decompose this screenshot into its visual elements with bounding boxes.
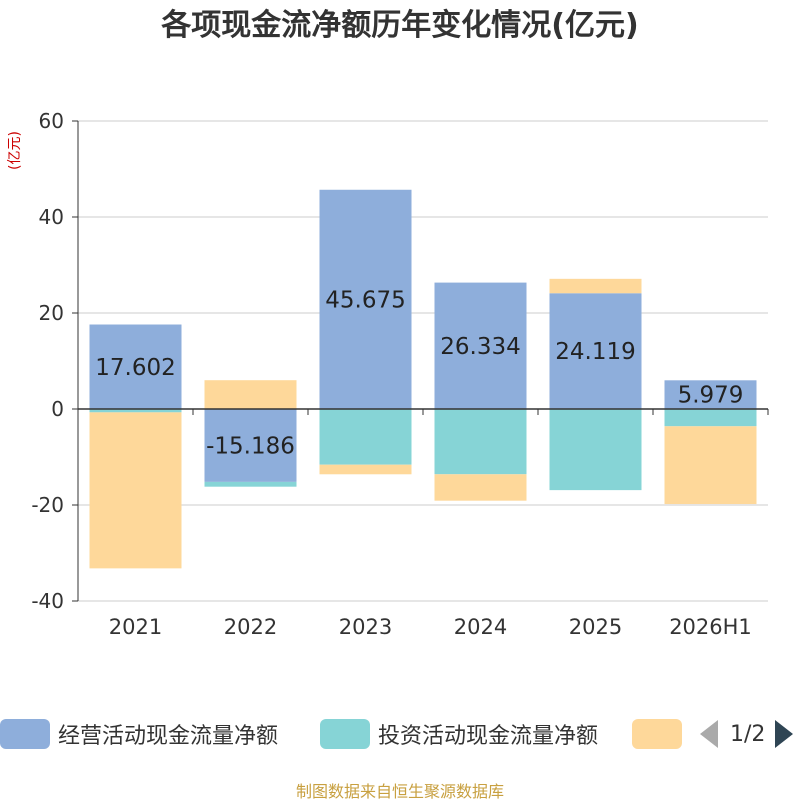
legend-page-indicator: 1/2	[730, 721, 766, 747]
data-label-2024: 26.334	[440, 334, 520, 360]
bar-series3-2022	[204, 380, 297, 409]
legend: 经营活动现金流量净额 投资活动现金流量净额 1/2	[0, 712, 800, 756]
legend-swatch-operating	[0, 719, 50, 749]
bar-series3-2023	[319, 464, 412, 475]
bar-series2-2021	[89, 409, 182, 413]
bar-series3-2021	[89, 412, 182, 569]
data-label-2021: 17.602	[95, 355, 175, 381]
chart-plot: -40 -20 0 20 40 60 17.602 -15.186 45.675 26.334 24…	[31, 109, 769, 639]
x-tick-label: 2024	[454, 615, 507, 639]
legend-prev-page-icon[interactable]	[700, 720, 718, 748]
x-tick-label: 2023	[339, 615, 392, 639]
legend-pager: 1/2	[700, 718, 794, 750]
legend-item-operating[interactable]: 经营活动现金流量净额	[0, 718, 278, 750]
legend-swatch-third	[632, 719, 682, 749]
data-label-2022: -15.186	[206, 433, 295, 459]
chart-title: 各项现金流净额历年变化情况(亿元)	[161, 8, 639, 43]
legend-item-investing[interactable]: 投资活动现金流量净额	[320, 718, 598, 750]
bar-series1-2026H1	[664, 380, 757, 409]
bar-series2-2023	[319, 409, 412, 465]
legend-item-third[interactable]	[632, 718, 690, 750]
bar-series2-2024	[434, 409, 527, 475]
bar-series1-2024	[434, 282, 527, 409]
bar-series1-2025	[549, 293, 642, 409]
bar-series1-2022	[204, 409, 297, 482]
bar-series2-2022	[204, 481, 297, 487]
data-label-2026H1: 5.979	[678, 383, 744, 409]
bar-series2-2026H1	[664, 409, 757, 427]
data-source-footer: 制图数据来自恒生聚源数据库	[295, 782, 504, 801]
x-tick-label: 2025	[569, 615, 622, 639]
y-tick-label: 0	[51, 397, 64, 421]
data-label-2023: 45.675	[325, 287, 405, 313]
x-tick-label: 2021	[109, 615, 162, 639]
bar-series3-2026H1	[664, 426, 757, 505]
y-tick-label: 20	[39, 301, 64, 325]
legend-swatch-investing	[320, 719, 370, 749]
y-tick-label: 40	[39, 205, 64, 229]
x-tick-label: 2026H1	[669, 615, 752, 639]
bar-series2-2025	[549, 409, 642, 491]
y-tick-label: -40	[31, 589, 64, 613]
legend-label-investing: 投资活动现金流量净额	[378, 724, 599, 749]
bar-series3-2025	[549, 278, 642, 294]
legend-next-page-icon[interactable]	[775, 720, 794, 748]
data-label-2025: 24.119	[555, 339, 635, 365]
bar-series1-2023	[319, 189, 412, 409]
x-tick-label: 2022	[224, 615, 277, 639]
y-tick-label: 60	[39, 109, 64, 133]
bar-series1-2021	[89, 324, 182, 409]
bar-series3-2024	[434, 474, 527, 501]
y-tick-label: -20	[31, 493, 64, 517]
legend-label-operating: 经营活动现金流量净额	[58, 724, 279, 749]
